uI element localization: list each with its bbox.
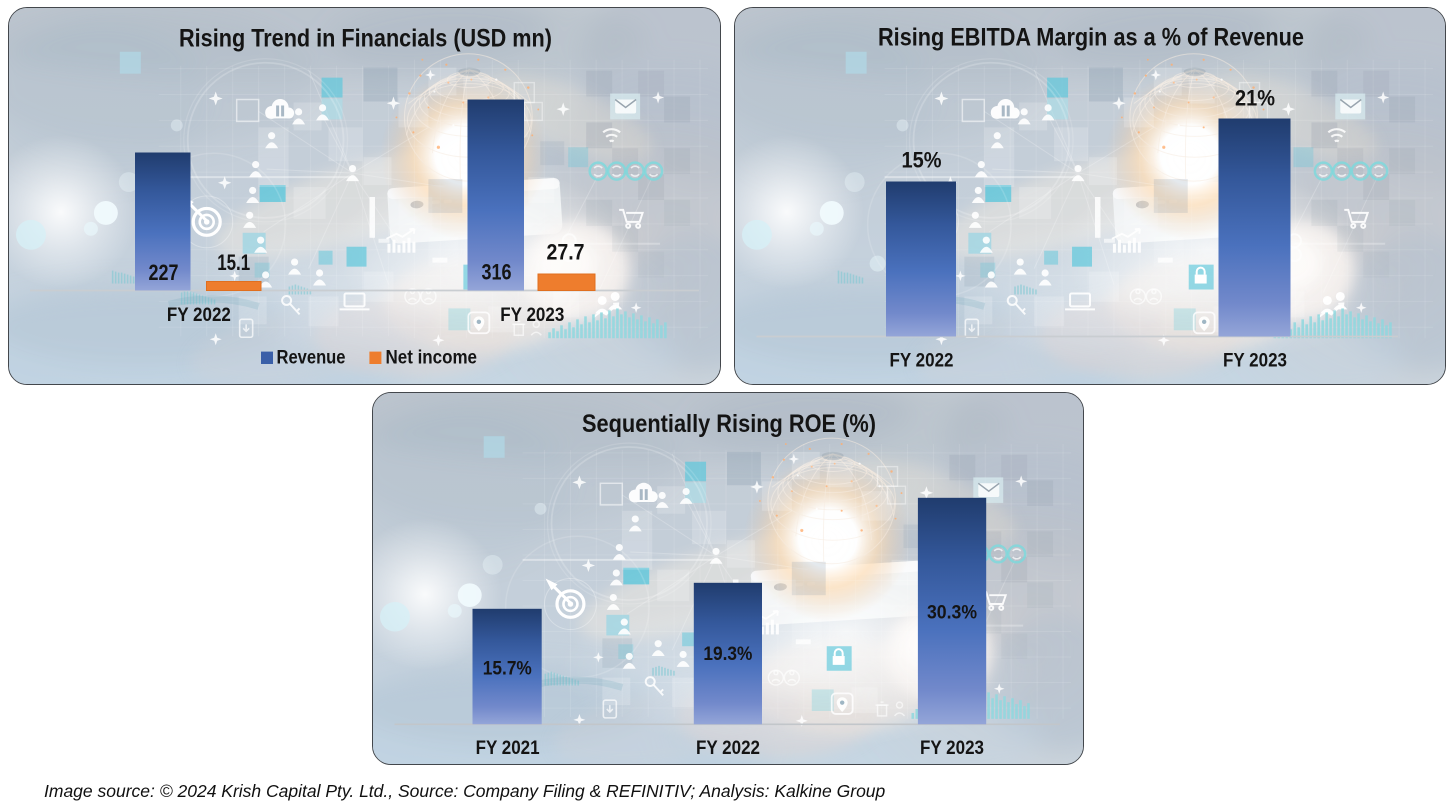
svg-text:FY 2022: FY 2022 bbox=[890, 350, 954, 372]
svg-text:FY 2023: FY 2023 bbox=[920, 737, 984, 759]
svg-text:15.7%: 15.7% bbox=[482, 658, 531, 679]
svg-text:19.3%: 19.3% bbox=[703, 644, 752, 665]
svg-text:Sequentially Rising ROE (%): Sequentially Rising ROE (%) bbox=[582, 410, 876, 438]
svg-text:Revenue: Revenue bbox=[277, 347, 346, 368]
svg-text:FY 2023: FY 2023 bbox=[1223, 350, 1287, 372]
svg-text:27.7: 27.7 bbox=[547, 240, 585, 265]
svg-text:FY 2022: FY 2022 bbox=[167, 304, 231, 326]
svg-text:30.3%: 30.3% bbox=[927, 602, 977, 623]
svg-text:15.1: 15.1 bbox=[217, 250, 250, 275]
svg-text:Rising Trend in Financials (US: Rising Trend in Financials (USD mn) bbox=[179, 25, 552, 53]
svg-text:15%: 15% bbox=[902, 148, 942, 173]
svg-text:21%: 21% bbox=[1235, 86, 1275, 111]
svg-text:Net income: Net income bbox=[386, 347, 478, 368]
svg-text:FY 2021: FY 2021 bbox=[475, 737, 539, 759]
svg-text:FY 2022: FY 2022 bbox=[696, 737, 760, 759]
svg-text:FY 2023: FY 2023 bbox=[500, 304, 564, 326]
svg-text:Rising EBITDA Margin as a % of: Rising EBITDA Margin as a % of Revenue bbox=[878, 24, 1304, 52]
svg-text:316: 316 bbox=[482, 259, 512, 284]
svg-text:227: 227 bbox=[149, 260, 179, 285]
